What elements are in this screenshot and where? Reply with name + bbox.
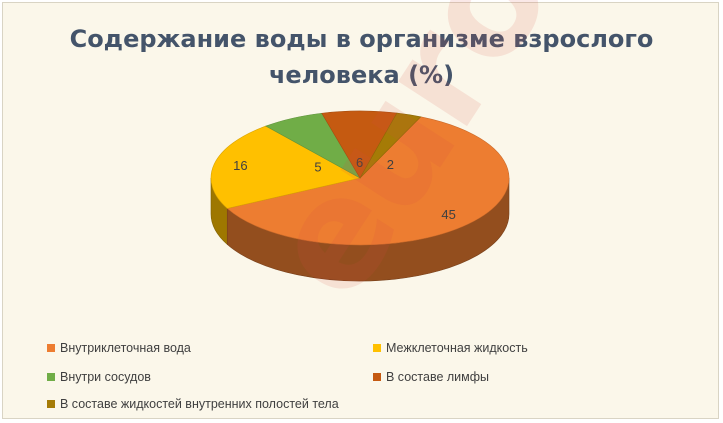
- legend-swatch-intracellular: [47, 344, 55, 352]
- legend-label-lymph: В составе лимфы: [386, 370, 490, 384]
- legend-label-intracellular: Внутриклеточная вода: [60, 341, 191, 355]
- data-label-0: 45: [441, 207, 455, 222]
- data-label-4: 2: [387, 157, 394, 172]
- chart-title-line-1: Содержание воды в организме взрослого: [69, 25, 654, 53]
- pie-top: [210, 110, 510, 246]
- legend-swatch-interstitial: [373, 344, 381, 352]
- data-label-3: 6: [356, 155, 363, 170]
- legend-label-interstitial: Межклеточная жидкость: [386, 341, 528, 355]
- legend-swatch-vessels: [47, 373, 55, 381]
- legend-item-intracellular: Внутриклеточная вода: [47, 341, 191, 355]
- chart-title-line-2: человека (%): [268, 61, 455, 89]
- pie-slice-4: [359, 112, 422, 179]
- legend-label-cavities: В составе жидкостей внутренних полостей …: [60, 397, 339, 411]
- legend-label-vessels: Внутри сосудов: [60, 370, 151, 384]
- pie-chart: 45 16 5 6 2: [210, 110, 510, 282]
- legend-item-cavities: В составе жидкостей внутренних полостей …: [47, 397, 339, 411]
- legend-swatch-cavities: [47, 400, 55, 408]
- chart-title: Содержание воды в организме взрослого че…: [3, 21, 720, 93]
- legend-item-interstitial: Межклеточная жидкость: [373, 341, 528, 355]
- pie-slice-0: [226, 116, 510, 246]
- legend-swatch-lymph: [373, 373, 381, 381]
- pie-data-labels: 45 16 5 6 2: [233, 155, 456, 222]
- legend-item-vessels: Внутри сосудов: [47, 370, 151, 384]
- pie-slice-1: [210, 125, 361, 209]
- data-label-1: 16: [233, 158, 247, 173]
- legend-item-lymph: В составе лимфы: [373, 370, 489, 384]
- data-label-2: 5: [314, 159, 321, 174]
